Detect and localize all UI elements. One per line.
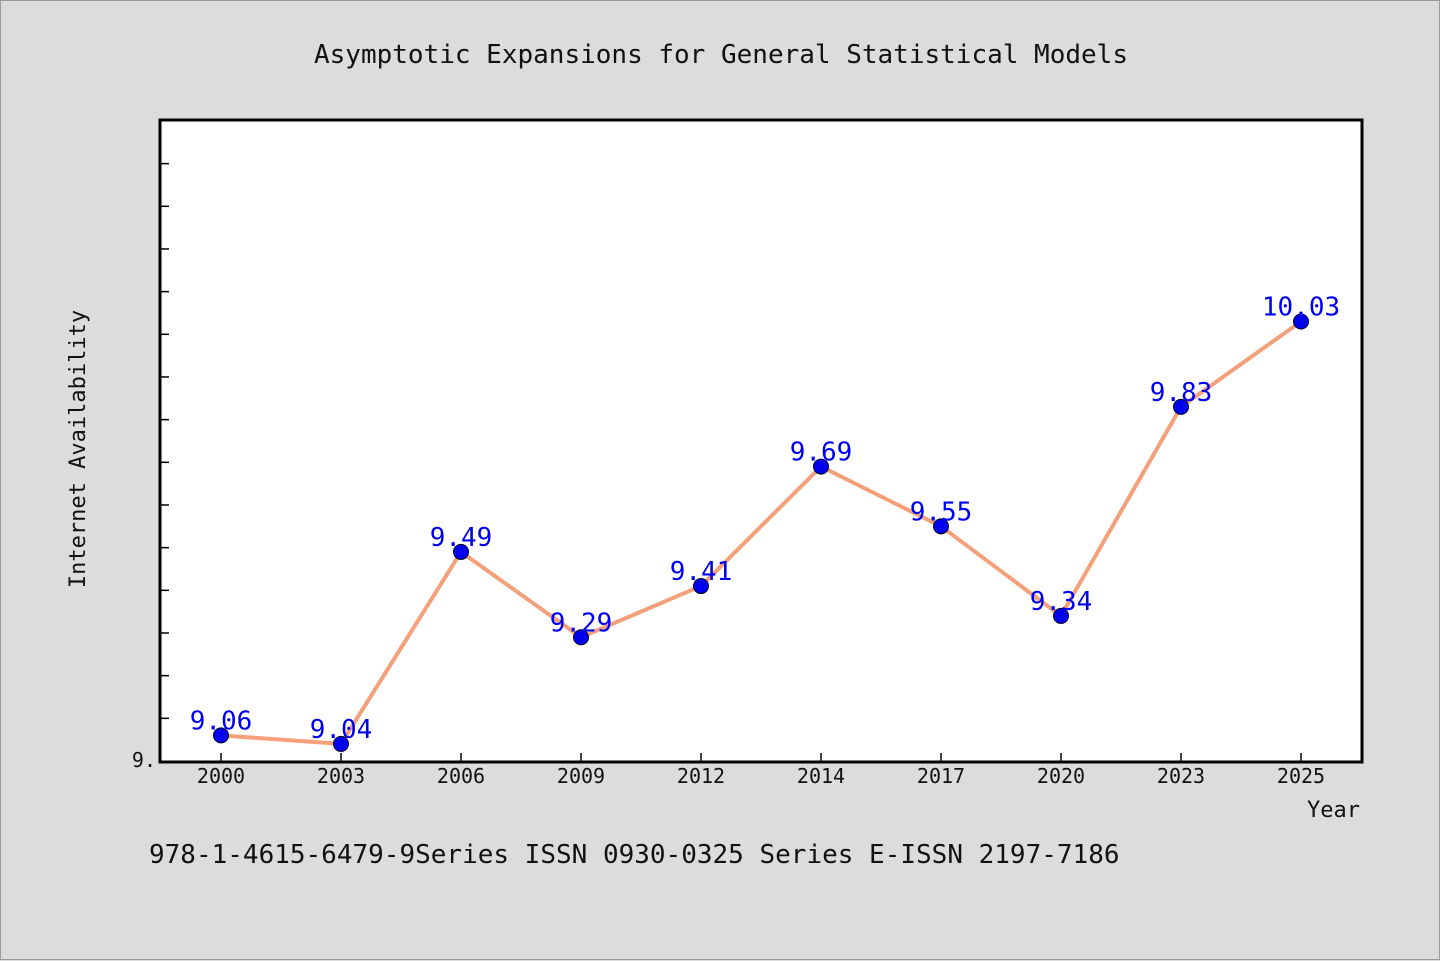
data-label: 9.06 xyxy=(190,706,253,736)
x-tick-label: 2003 xyxy=(317,764,365,788)
data-point xyxy=(813,458,829,475)
x-tick-label: 2000 xyxy=(197,764,245,788)
data-label: 9.04 xyxy=(310,715,373,745)
data-point xyxy=(693,578,709,595)
footer-isbn-text: 978-1-4615-6479-9Series ISSN 0930-0325 S… xyxy=(149,840,1120,870)
data-point xyxy=(1293,313,1309,330)
x-tick-label: 2020 xyxy=(1037,764,1085,788)
data-point xyxy=(333,735,349,752)
data-point xyxy=(453,543,469,560)
data-label: 10.03 xyxy=(1262,292,1340,322)
x-tick-label: 2009 xyxy=(557,764,605,788)
data-label: 9.49 xyxy=(430,523,493,553)
data-point xyxy=(213,727,229,744)
x-tick-label: 2012 xyxy=(677,764,725,788)
data-label: 9.34 xyxy=(1030,587,1093,617)
x-axis-label: Year xyxy=(1307,798,1360,823)
x-tick-label: 2025 xyxy=(1277,764,1325,788)
data-point xyxy=(1173,398,1189,415)
data-series: 9.06 9.04 9.49 9.29 9.41 9.69 9.55 9.34 9.83 10.0… xyxy=(190,292,1340,752)
data-label: 9.69 xyxy=(790,438,853,468)
x-tick-label: 2017 xyxy=(917,764,965,788)
y-tick-label: 9. xyxy=(132,748,156,772)
data-label: 9.55 xyxy=(910,497,973,527)
data-label: 9.29 xyxy=(550,608,613,638)
x-tick-label: 2023 xyxy=(1157,764,1205,788)
x-tick-label: 2006 xyxy=(437,764,485,788)
data-point xyxy=(1053,607,1069,624)
series-line xyxy=(220,319,1303,746)
data-label: 9.83 xyxy=(1150,378,1213,408)
plot-area xyxy=(158,118,1364,764)
x-tick-label: 2014 xyxy=(797,764,845,788)
data-point xyxy=(933,518,949,535)
x-tick-labels: 2000 2003 2006 2009 2012 2014 2017 2020 2023 2025 xyxy=(197,764,1325,788)
y-axis-label: Internet Availability xyxy=(66,310,91,588)
chart-title: Asymptotic Expansions for General Statis… xyxy=(314,40,1128,70)
data-point xyxy=(573,629,589,646)
data-label: 9.41 xyxy=(670,557,733,587)
axis-ticks xyxy=(161,162,1302,761)
